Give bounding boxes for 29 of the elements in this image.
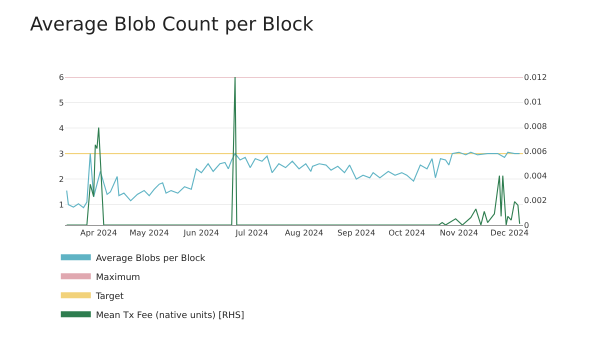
x-tick-label: Aug 2024 [284, 228, 324, 238]
chart-title: Average Blob Count per Block [30, 14, 314, 36]
y2-tick-label: 0 [524, 220, 530, 230]
y-tick-label: 4 [58, 124, 64, 133]
y2-tick-label: 0.002 [524, 196, 547, 206]
y2-tick-label: 0.006 [524, 146, 547, 156]
y2-tick-label: 0.008 [524, 122, 547, 132]
line-series [66, 152, 520, 208]
x-tick-label: Jun 2024 [182, 228, 220, 238]
x-tick-label: Sep 2024 [337, 228, 376, 238]
x-tick-label: Apr 2024 [80, 228, 118, 238]
x-tick-label: Nov 2024 [440, 228, 478, 238]
legend-label: Target [94, 292, 124, 302]
x-tick-label: May 2024 [129, 228, 169, 238]
y2-tick-label: 0.012 [524, 72, 547, 82]
y2-tick-label: 0.004 [524, 171, 547, 180]
line-series [66, 77, 520, 225]
y-tick-label: 3 [58, 149, 64, 158]
x-tick-label: Dec 2024 [490, 228, 529, 238]
y-tick-label: 6 [58, 72, 64, 82]
x-tick-label: Jul 2024 [234, 228, 268, 238]
y2-tick-label: 0.01 [524, 97, 542, 106]
y-tick-label: 1 [58, 200, 64, 210]
y-tick-label: 2 [58, 174, 64, 184]
legend-label: Average Blobs per Block [96, 254, 206, 264]
legend-label: Maximum [96, 272, 140, 283]
y-tick-label: 5 [58, 98, 64, 108]
legend-label: Mean Tx Fee (native units) [RHS] [96, 310, 244, 321]
x-tick-label: Oct 2024 [388, 228, 426, 238]
